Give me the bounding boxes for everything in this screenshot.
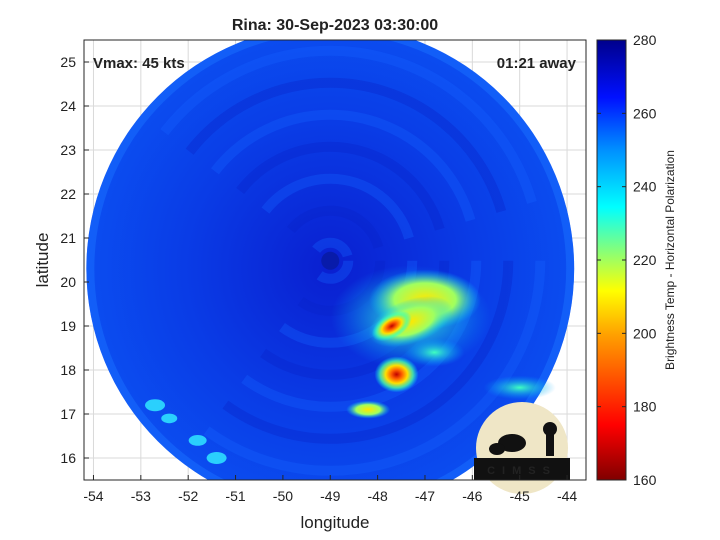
cyan-speckle bbox=[206, 452, 227, 464]
y-tick-label: 20 bbox=[60, 274, 76, 290]
cyan-speckle bbox=[161, 413, 178, 424]
colorbar-tick-label: 280 bbox=[633, 32, 657, 48]
vmax-label: Vmax: 45 kts bbox=[93, 55, 185, 72]
y-tick-label: 17 bbox=[60, 406, 76, 422]
spiral-band bbox=[243, 173, 418, 348]
colorbar-tick-label: 160 bbox=[633, 472, 657, 488]
logo-text: CIMSS bbox=[487, 465, 557, 477]
logo-dish-small-icon bbox=[489, 443, 505, 455]
x-tick-label: -52 bbox=[178, 488, 198, 504]
logo-dish-icon bbox=[498, 434, 526, 452]
x-tick-label: -44 bbox=[557, 488, 577, 504]
y-tick-label: 23 bbox=[60, 142, 76, 158]
x-tick-label: -47 bbox=[415, 488, 435, 504]
y-axis-ticks: 16 17 18 19 20 21 22 23 24 25 bbox=[60, 54, 89, 466]
x-axis-label: longitude bbox=[300, 513, 369, 532]
cold-region-core bbox=[371, 310, 412, 342]
swath-layer bbox=[86, 40, 575, 480]
y-tick-label: 18 bbox=[60, 362, 76, 378]
spiral-band bbox=[147, 77, 514, 444]
x-tick-label: -46 bbox=[462, 488, 482, 504]
y-tick-label: 22 bbox=[60, 186, 76, 202]
spiral-band bbox=[179, 109, 482, 412]
colorbar-label: Brightness Temp - Horizontal Polarizatio… bbox=[663, 150, 677, 370]
swath-rim bbox=[86, 40, 575, 480]
x-axis-ticks: -54 -53 -52 -51 -50 -49 -48 -47 -46 -45 -44 bbox=[83, 475, 577, 504]
y-tick-label: 25 bbox=[60, 54, 76, 70]
x-tick-label: -49 bbox=[320, 488, 340, 504]
spiral-band bbox=[275, 205, 386, 316]
y-axis-label: latitude bbox=[33, 233, 52, 288]
cold-region-core bbox=[374, 356, 419, 393]
colorbar-tick-label: 180 bbox=[633, 399, 657, 415]
cold-cloud-regions bbox=[330, 265, 556, 419]
x-tick-label: -54 bbox=[83, 488, 103, 504]
colorbar-tick-label: 260 bbox=[633, 105, 657, 121]
colorbar bbox=[596, 39, 627, 481]
logo-tower-icon bbox=[546, 426, 554, 456]
cold-region-cyan bbox=[483, 375, 556, 400]
x-tick-label: -48 bbox=[368, 488, 388, 504]
spiral-band bbox=[211, 141, 450, 380]
colorbar-tick-label: 220 bbox=[633, 252, 657, 268]
cyan-speckle bbox=[188, 435, 207, 446]
plot-frame bbox=[83, 39, 587, 481]
x-tick-label: -45 bbox=[510, 488, 530, 504]
chart-title: Rina: 30-Sep-2023 03:30:00 bbox=[232, 17, 438, 34]
spiral-band bbox=[115, 45, 546, 476]
colorbar-ticks: 160 180 200 220 240 260 280 bbox=[597, 32, 657, 488]
y-tick-label: 16 bbox=[60, 450, 76, 466]
y-tick-label: 24 bbox=[60, 98, 76, 114]
cimss-logo: CIMSS bbox=[474, 402, 570, 494]
storm-center bbox=[321, 251, 340, 270]
cold-region-yellow bbox=[346, 400, 391, 419]
cold-region-cyan bbox=[404, 338, 465, 367]
y-tick-label: 19 bbox=[60, 318, 76, 334]
colorbar-tick-label: 240 bbox=[633, 179, 657, 195]
x-tick-label: -50 bbox=[273, 488, 293, 504]
swath-detail bbox=[86, 40, 575, 480]
colorbar-tick-label: 200 bbox=[633, 325, 657, 341]
spiral-band bbox=[307, 237, 354, 284]
cyan-speckle bbox=[145, 399, 166, 412]
away-label: 01:21 away bbox=[497, 55, 577, 72]
logo-banner bbox=[474, 458, 570, 480]
x-tick-label: -53 bbox=[131, 488, 151, 504]
y-tick-label: 21 bbox=[60, 230, 76, 246]
logo-tank-icon bbox=[543, 422, 557, 436]
x-tick-label: -51 bbox=[225, 488, 245, 504]
